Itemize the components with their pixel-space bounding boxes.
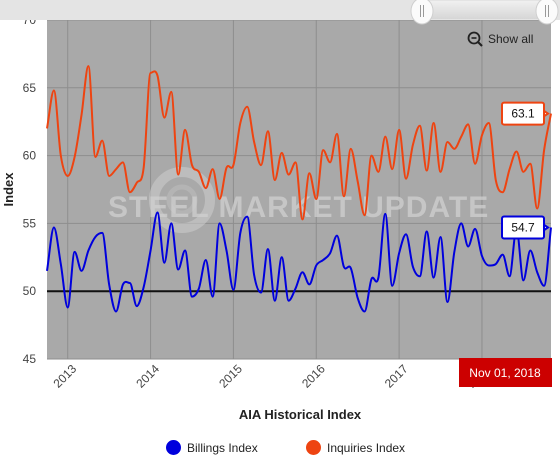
show-all-label: Show all [488, 32, 533, 46]
y-tick-label: 50 [23, 284, 37, 298]
y-tick-label: 55 [23, 216, 37, 230]
date-tooltip-text: Nov 01, 2018 [469, 366, 541, 380]
billings-index-end-value: 54.7 [511, 220, 535, 234]
x-tick-label: 2014 [133, 362, 162, 391]
x-tick-label: 2017 [382, 362, 411, 391]
navigator-selection [422, 1, 552, 19]
x-tick-label: 2015 [216, 362, 245, 391]
y-axis-label: Index [1, 172, 16, 207]
y-tick-label: 60 [23, 149, 37, 163]
chart-svg: STEEL MARKET UPDATE 45505560657020132014… [0, 0, 560, 422]
billings-index-line [46, 211, 552, 313]
zoom-out-icon [467, 31, 483, 47]
x-tick-label: 2013 [50, 362, 79, 391]
zoom-lens [467, 31, 481, 45]
callout-box [501, 215, 545, 240]
legend-item-billings[interactable]: Billings Index [166, 440, 258, 455]
date-tooltip-box [459, 358, 552, 387]
watermark-swirl-inner [166, 184, 198, 216]
inquiries-legend-label: Inquiries Index [327, 440, 406, 455]
billings-legend-label: Billings Index [187, 440, 258, 455]
watermark-text: STEEL MARKET UPDATE [108, 191, 489, 224]
date-tooltip: Nov 01, 2018 [459, 358, 552, 387]
navigator-handle-grip [410, 0, 434, 25]
inquiries-index-end-callout: 63.1 [501, 101, 550, 126]
show-all-button[interactable]: Show all [467, 31, 534, 47]
navigator-handle-grip [535, 0, 559, 25]
callout-box [501, 101, 545, 126]
zoom-handle [477, 41, 483, 47]
inquiries-legend-marker [306, 440, 321, 455]
billings-index-end-callout: 54.7 [501, 215, 550, 240]
legend-item-inquiries[interactable]: Inquiries Index [306, 440, 405, 455]
watermark-logo [149, 167, 215, 233]
legend: Billings Index Inquiries Index [0, 440, 560, 462]
inquiries-index-line [46, 65, 552, 221]
y-tick-label: 65 [23, 81, 37, 95]
y-tick-label: 45 [23, 352, 37, 366]
navigator-handle-right[interactable] [535, 0, 559, 25]
navigator-handle-left[interactable] [410, 0, 434, 25]
x-tick-label: 2016 [299, 362, 328, 391]
watermark-swirl [149, 167, 215, 233]
billings-legend-marker [166, 440, 181, 455]
x-axis-label: AIA Historical Index [239, 407, 362, 422]
inquiries-index-end-value: 63.1 [511, 107, 535, 121]
